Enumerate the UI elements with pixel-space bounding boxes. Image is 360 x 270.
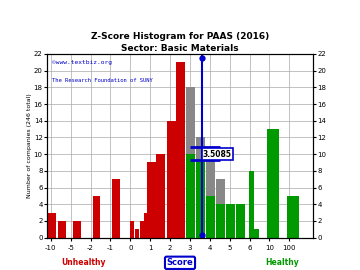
Bar [255, 229, 259, 238]
Bar [144, 212, 149, 238]
Bar [73, 221, 81, 238]
Bar [58, 221, 66, 238]
Text: The Research Foundation of SUNY: The Research Foundation of SUNY [52, 78, 153, 83]
Y-axis label: Number of companies (246 total): Number of companies (246 total) [27, 93, 32, 198]
Bar [206, 154, 215, 238]
Bar [216, 179, 225, 238]
Title: Z-Score Histogram for PAAS (2016)
Sector: Basic Materials: Z-Score Histogram for PAAS (2016) Sector… [91, 32, 269, 53]
Bar [156, 154, 165, 238]
Bar [249, 171, 254, 238]
Text: ©www.textbiz.org: ©www.textbiz.org [52, 59, 112, 65]
Bar [267, 129, 279, 238]
Text: 3.5085: 3.5085 [203, 150, 232, 159]
Bar [216, 204, 225, 238]
Text: Unhealthy: Unhealthy [61, 258, 106, 267]
Bar [167, 121, 176, 238]
Bar [186, 154, 195, 238]
Bar [112, 179, 120, 238]
Bar [196, 137, 205, 238]
Bar [206, 196, 215, 238]
Bar [93, 196, 100, 238]
Bar [135, 229, 139, 238]
Bar [287, 196, 299, 238]
Bar [147, 163, 156, 238]
Bar [176, 62, 185, 238]
Bar [48, 212, 56, 238]
Bar [140, 221, 144, 238]
Text: Healthy: Healthy [265, 258, 299, 267]
Bar [186, 87, 195, 238]
Bar [226, 204, 235, 238]
Bar [130, 221, 135, 238]
Text: Score: Score [167, 258, 193, 267]
Bar [196, 163, 205, 238]
Bar [235, 204, 244, 238]
